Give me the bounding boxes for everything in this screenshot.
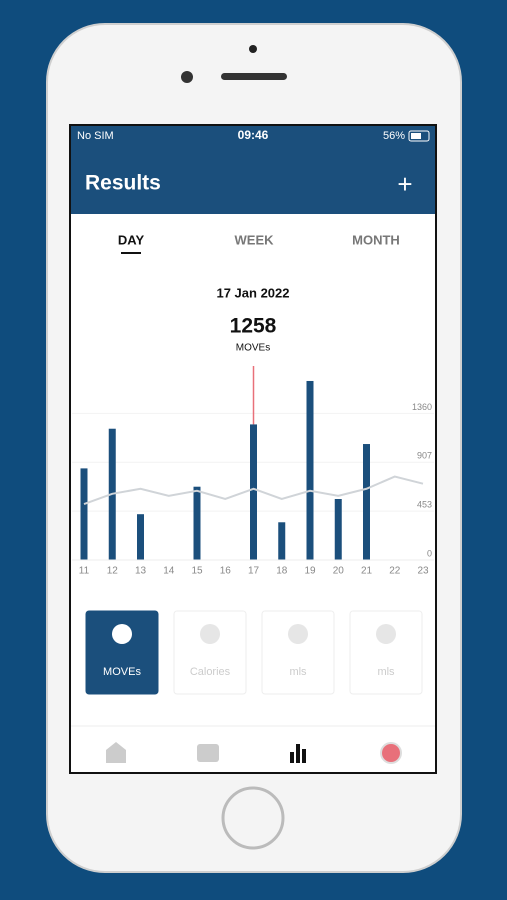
add-button[interactable]: + <box>397 169 412 199</box>
y-tick-label: 453 <box>417 500 432 510</box>
summary-value: 1258 <box>230 315 277 338</box>
x-tick-label: 12 <box>107 566 119 577</box>
summary-date: 17 Jan 2022 <box>216 285 289 300</box>
header-title: Results <box>85 172 161 195</box>
x-tick-label: 23 <box>417 566 429 577</box>
metric-tile[interactable] <box>85 610 159 695</box>
home-button[interactable] <box>221 786 285 850</box>
bar <box>193 486 201 560</box>
tile-label: Calories <box>190 666 231 678</box>
y-tick-label: 1360 <box>412 402 432 412</box>
x-tick-label: 20 <box>333 566 345 577</box>
clock: 09:46 <box>238 128 269 142</box>
tile-icon <box>200 624 220 644</box>
y-tick-label: 0 <box>427 548 432 558</box>
bar <box>363 444 370 560</box>
tile-label: mls <box>377 666 395 678</box>
camera <box>181 71 193 83</box>
carrier: No SIM <box>77 130 114 142</box>
home-icon[interactable] <box>106 742 126 763</box>
record-icon[interactable] <box>380 742 402 764</box>
y-tick-label: 907 <box>417 451 432 461</box>
device-icon[interactable] <box>197 744 219 762</box>
results-icon[interactable] <box>290 744 306 763</box>
bar <box>278 522 286 560</box>
speaker <box>221 73 287 80</box>
x-tick-label: 16 <box>220 566 232 577</box>
tile-icon <box>112 624 132 644</box>
bar <box>80 468 88 560</box>
tab[interactable]: MONTH <box>352 232 400 247</box>
bar <box>334 498 342 560</box>
x-tick-label: 17 <box>248 566 260 577</box>
tab[interactable]: DAY <box>118 232 145 247</box>
trend-line <box>83 475 424 506</box>
summary-unit: MOVEs <box>236 343 270 354</box>
x-tick-label: 18 <box>276 566 288 577</box>
battery-fill <box>411 133 421 139</box>
metric-tile[interactable] <box>349 610 423 695</box>
battery-icon <box>408 130 430 142</box>
x-tick-label: 15 <box>191 566 203 577</box>
tile-icon <box>376 624 396 644</box>
bar <box>137 514 144 560</box>
metric-tile[interactable] <box>261 610 335 695</box>
bar <box>250 424 257 560</box>
x-tick-label: 21 <box>361 566 373 577</box>
x-tick-label: 13 <box>135 566 147 577</box>
bar <box>306 380 314 560</box>
x-tick-label: 14 <box>163 566 175 577</box>
battery-level: 56% <box>383 130 405 142</box>
tile-icon <box>288 624 308 644</box>
x-tick-label: 22 <box>389 566 401 577</box>
x-tick-label: 11 <box>79 566 90 577</box>
metric-tile[interactable] <box>173 610 247 695</box>
x-tick-label: 19 <box>304 566 316 577</box>
sensor <box>249 45 257 53</box>
tile-label: MOVEs <box>103 666 141 678</box>
tab[interactable]: WEEK <box>235 232 275 247</box>
app-header <box>71 126 435 214</box>
tile-label: mls <box>289 666 307 678</box>
